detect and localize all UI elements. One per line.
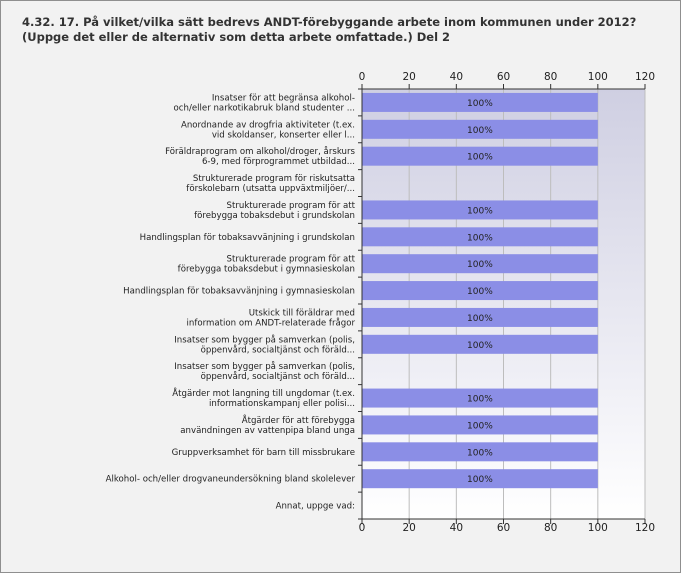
x-tick-label-top: 20 [402,71,415,83]
category-label: Strukturerade program för att förebygga t… [194,201,355,221]
data-label: 100% [467,206,493,216]
bar [362,442,598,462]
x-tick-label-top: 80 [544,71,557,83]
x-tick-label-bottom: 100 [588,522,608,534]
bar [362,415,598,435]
category-label: Strukturerade program för att förebygga t… [178,255,356,275]
category-label: Alkohol- och/eller drogvaneundersökning … [106,475,356,485]
data-label: 100% [467,126,493,136]
category-label: Handlingsplan för tobaksavvänjning i gym… [123,287,355,297]
category-label: Anordnande av drogfria aktiviteter (t.ex… [181,120,355,140]
bar [362,388,598,408]
category-label: Gruppverksamhet för barn till missbrukar… [172,448,355,458]
data-label: 100% [467,475,493,485]
data-label: 100% [467,421,493,431]
x-tick-label-bottom: 120 [635,522,655,534]
category-label: Annat, uppge vad: [276,502,355,512]
x-tick-label-top: 0 [359,71,366,83]
bar [362,146,598,166]
bar [362,307,598,327]
category-label: Utskick till föräldrar med information om… [187,308,356,328]
category-label: Strukturerade program för riskutsatta för… [186,174,355,194]
category-label: Åtgärder mot langning till ungdomar (t.e… [172,387,355,409]
data-label: 100% [467,341,493,351]
x-tick-label-bottom: 0 [359,522,366,534]
x-tick-label-top: 60 [497,71,510,83]
x-tick-label-bottom: 40 [450,522,463,534]
bar [362,227,598,247]
bar [362,200,598,220]
category-label: Insatser för att begränsa alkohol-och/el… [174,93,355,113]
data-label: 100% [467,287,493,297]
data-label: 100% [467,260,493,270]
x-tick-label-top: 100 [588,71,608,83]
category-label: Föräldraprogram om alkohol/droger, årsku… [165,146,355,167]
bar [362,334,598,354]
data-label: 100% [467,448,493,458]
data-label: 100% [467,395,493,405]
chart-title: 4.32. 17. På vilket/vilka sätt bedrevs A… [22,15,637,44]
bar [362,92,598,112]
x-tick-label-top: 120 [635,71,655,83]
bar [362,119,598,139]
data-label: 100% [467,99,493,109]
data-label: 100% [467,153,493,163]
data-label: 100% [467,233,493,243]
category-label: Insatser som bygger på samverkan (polis,… [174,334,355,355]
category-label: Handlingsplan för tobaksavvänjning i gru… [140,233,355,243]
x-tick-label-bottom: 20 [402,522,415,534]
bar [362,281,598,301]
x-tick-label-top: 40 [450,71,463,83]
x-tick-label-bottom: 80 [544,522,557,534]
bar [362,469,598,489]
data-label: 100% [467,314,493,324]
bar [362,254,598,274]
category-label: Insatser som bygger på samverkan (polis,… [174,361,355,382]
x-tick-label-bottom: 60 [497,522,510,534]
category-label: Åtgärder för att förebygga användningen a… [180,414,355,436]
